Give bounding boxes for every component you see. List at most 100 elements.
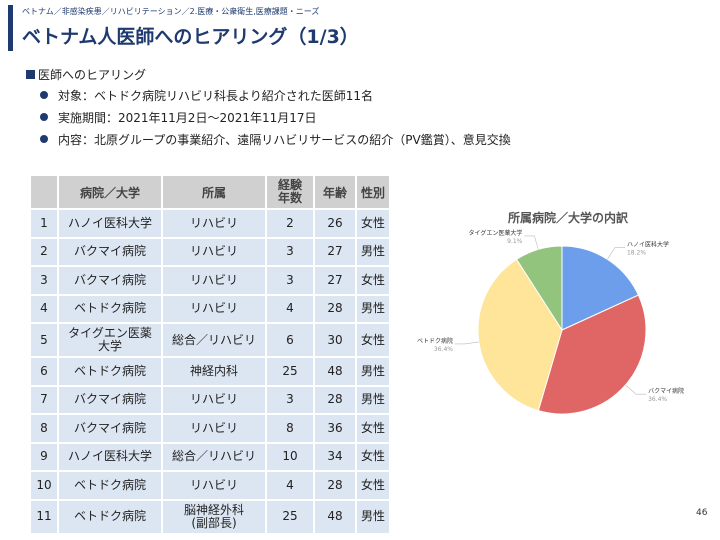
hospital-cell: バクマイ病院 <box>59 386 161 413</box>
pie-leader-line <box>625 384 647 395</box>
pie-slice-label: ベトドク病院 <box>417 337 453 345</box>
doctor-table: 病院／大学 所属 経験 年数 年齢 性別 1 ハノイ医科大学 リハビリ 2 26 女性 2 バ… <box>29 174 391 535</box>
title-accent-bar <box>8 5 13 51</box>
experience-cell: 2 <box>267 210 313 237</box>
table-row: 11 ベトドク病院 脳神経外科 (副部長) 25 48 男性 <box>31 500 389 533</box>
department-cell: リハビリ <box>163 415 265 442</box>
section-heading-text: 医師へのヒアリング <box>38 68 147 82</box>
sex-cell: 女性 <box>357 472 389 499</box>
sex-cell: 女性 <box>357 267 389 294</box>
pie-slice <box>515 245 563 332</box>
age-cell: 36 <box>315 415 355 442</box>
age-cell: 48 <box>315 358 355 385</box>
age-cell: 48 <box>315 500 355 533</box>
hospital-cell: ハノイ医科大学 <box>59 210 161 237</box>
table-row: 2 バクマイ病院 リハビリ 3 27 男性 <box>31 238 389 265</box>
age-cell: 26 <box>315 210 355 237</box>
table-row: 10 ベトドク病院 リハビリ 4 28 女性 <box>31 472 389 499</box>
experience-cell: 3 <box>267 238 313 265</box>
row-number: 2 <box>31 238 57 265</box>
sex-cell: 女性 <box>357 210 389 237</box>
chart-title: 所属病院／大学の内訳 <box>508 210 629 225</box>
page-number: 46 <box>696 508 708 518</box>
pie-slice-percent: 36.4% <box>434 346 453 353</box>
department-cell: 総合／リハビリ <box>163 443 265 470</box>
table-header-row: 病院／大学 所属 経験 年数 年齢 性別 <box>31 176 389 208</box>
row-number: 10 <box>31 472 57 499</box>
department-cell: リハビリ <box>163 386 265 413</box>
pie-slice <box>561 245 640 331</box>
bullet-text: 対象：ベトドク病院リハビリ科長より紹介された医師11名 <box>58 89 374 103</box>
pie-slice-label: ハノイ医科大学 <box>627 241 669 249</box>
department-cell: 総合／リハビリ <box>163 324 265 356</box>
sex-cell: 男性 <box>357 295 389 322</box>
pie-chart: 所属病院／大学の内訳 ハノイ医科大学18.2%バクマイ病院36.4%ベトドク病院… <box>417 210 684 415</box>
table-row: 4 ベトドク病院 リハビリ 4 28 男性 <box>31 295 389 322</box>
pie-slice-percent: 36.4% <box>648 396 667 403</box>
table-row: 5 タイグエン医薬 大学 総合／リハビリ 6 30 女性 <box>31 324 389 356</box>
table-row: 3 バクマイ病院 リハビリ 3 27 女性 <box>31 267 389 294</box>
pie-leader-line <box>524 235 539 250</box>
row-number: 3 <box>31 267 57 294</box>
row-number: 8 <box>31 415 57 442</box>
bullet-list: 対象：ベトドク病院リハビリ科長より紹介された医師11名 実施期間：2021年11… <box>40 89 511 155</box>
row-number: 9 <box>31 443 57 470</box>
table-row: 6 ベトドク病院 神経内科 25 48 男性 <box>31 358 389 385</box>
row-number: 5 <box>31 324 57 356</box>
sex-cell: 男性 <box>357 386 389 413</box>
hospital-cell: ベトドク病院 <box>59 295 161 322</box>
table-row: 1 ハノイ医科大学 リハビリ 2 26 女性 <box>31 210 389 237</box>
bullet-text: 内容：北原グループの事業紹介、遠隔リハビリサービスの紹介（PV鑑賞）、意見交換 <box>58 133 511 147</box>
table-row: 7 バクマイ病院 リハビリ 3 28 男性 <box>31 386 389 413</box>
age-cell: 27 <box>315 238 355 265</box>
department-cell: 脳神経外科 (副部長) <box>163 500 265 533</box>
sex-cell: 男性 <box>357 238 389 265</box>
sex-cell: 男性 <box>357 358 389 385</box>
age-cell: 27 <box>315 267 355 294</box>
pie-slice-percent: 18.2% <box>627 250 646 257</box>
bullet-dot-icon <box>40 135 48 143</box>
table-body: 1 ハノイ医科大学 リハビリ 2 26 女性 2 バクマイ病院 リハビリ 3 27 男性 3 バクマイ病院… <box>31 210 389 533</box>
sex-cell: 男性 <box>357 500 389 533</box>
hospital-cell: バクマイ病院 <box>59 267 161 294</box>
experience-cell: 10 <box>267 443 313 470</box>
department-cell: リハビリ <box>163 238 265 265</box>
hospital-cell: ベトドク病院 <box>59 358 161 385</box>
bullet-item: 対象：ベトドク病院リハビリ科長より紹介された医師11名 <box>40 89 511 111</box>
page-title: ベトナム人医師へのヒアリング（1/3） <box>22 26 359 48</box>
bullet-dot-icon <box>40 113 48 121</box>
breadcrumb: ベトナム／非感染疾患／リハビリテーション／2.医療・公衆衛生,医療課題・ニーズ <box>22 7 320 16</box>
row-number: 11 <box>31 500 57 533</box>
hospital-cell: ハノイ医科大学 <box>59 443 161 470</box>
department-cell: リハビリ <box>163 472 265 499</box>
sex-cell: 女性 <box>357 415 389 442</box>
col-header-experience: 経験 年数 <box>267 176 313 208</box>
experience-cell: 6 <box>267 324 313 356</box>
hospital-cell: ベトドク病院 <box>59 472 161 499</box>
col-header-hospital: 病院／大学 <box>59 176 161 208</box>
col-header-age: 年齢 <box>315 176 355 208</box>
pie-slice-percent: 9.1% <box>507 238 523 245</box>
pie-slice <box>537 294 647 415</box>
age-cell: 28 <box>315 295 355 322</box>
experience-cell: 8 <box>267 415 313 442</box>
hospital-cell: タイグエン医薬 大学 <box>59 324 161 356</box>
experience-cell: 3 <box>267 267 313 294</box>
row-number: 1 <box>31 210 57 237</box>
age-cell: 34 <box>315 443 355 470</box>
pie-slice <box>477 258 563 412</box>
bullet-item: 実施期間：2021年11月2日〜2021年11月17日 <box>40 111 511 133</box>
experience-cell: 25 <box>267 500 313 533</box>
row-number: 7 <box>31 386 57 413</box>
sex-cell: 女性 <box>357 324 389 356</box>
age-cell: 30 <box>315 324 355 356</box>
bullet-item: 内容：北原グループの事業紹介、遠隔リハビリサービスの紹介（PV鑑賞）、意見交換 <box>40 133 511 155</box>
department-cell: リハビリ <box>163 267 265 294</box>
table-row: 9 ハノイ医科大学 総合／リハビリ 10 34 女性 <box>31 443 389 470</box>
pie-slice-label: タイグエン医薬大学 <box>468 229 522 237</box>
col-header-sex: 性別 <box>357 176 389 208</box>
department-cell: リハビリ <box>163 210 265 237</box>
pie-leader-line <box>607 247 625 260</box>
hospital-cell: バクマイ病院 <box>59 238 161 265</box>
bullet-text: 実施期間：2021年11月2日〜2021年11月17日 <box>58 111 317 125</box>
